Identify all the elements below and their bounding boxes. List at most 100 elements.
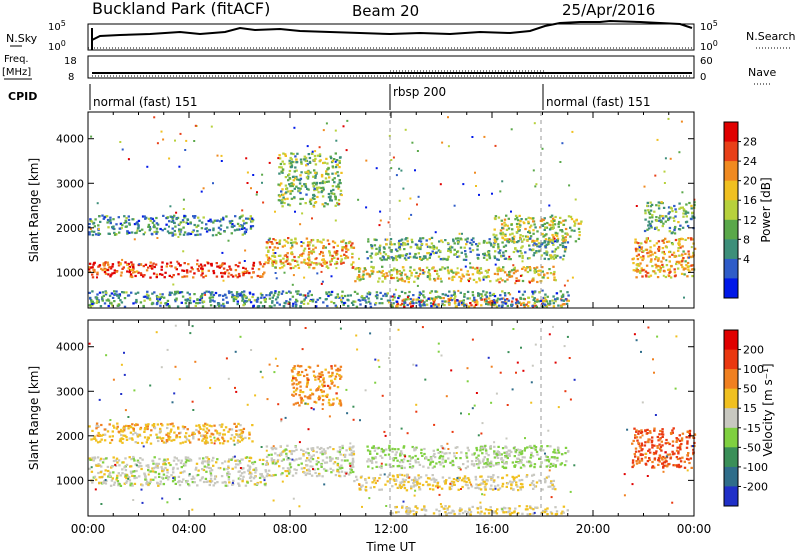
velocity-cell: [490, 484, 493, 487]
power-cell: [391, 304, 394, 307]
power-cell: [510, 223, 513, 226]
power-cell: [502, 251, 505, 254]
power-cell: [283, 238, 286, 242]
power-cell: [465, 273, 469, 276]
velocity-cell: [491, 476, 494, 479]
power-cell: [496, 299, 499, 302]
power-cell: [111, 272, 114, 275]
power-cell: [385, 294, 388, 298]
power-cell: [284, 260, 287, 263]
power-cell: [454, 295, 457, 298]
power-cell: [380, 258, 383, 262]
velocity-cell: [300, 467, 304, 470]
velocity-cell: [294, 389, 298, 392]
power-cell: [518, 255, 521, 258]
power-cell: [289, 291, 292, 294]
power-cell: [183, 231, 187, 234]
velocity-cell: [311, 465, 314, 468]
velocity-cell: [208, 480, 212, 483]
power-cell: [662, 206, 666, 209]
velocity-cell: [104, 457, 108, 460]
power-cell: [661, 251, 664, 254]
power-cell: [552, 273, 555, 276]
velocity-cell: [152, 423, 156, 426]
power-cell: [443, 257, 446, 260]
velocity-cell: [182, 462, 186, 465]
power-cell: [287, 179, 290, 182]
velocity-cell: [306, 402, 310, 406]
power-cell: [303, 183, 306, 186]
power-cell: [667, 218, 670, 222]
power-cell: [509, 233, 512, 236]
power-cell: [546, 295, 549, 298]
velocity-cell: [533, 444, 536, 447]
velocity-cell: [160, 476, 164, 479]
power-cell: [455, 305, 458, 308]
power-cell: [453, 204, 456, 207]
power-cell: [416, 203, 418, 206]
power-cell: [184, 149, 187, 151]
velocity-cell: [159, 427, 162, 430]
velocity-cell: [427, 458, 430, 462]
power-cell: [268, 294, 271, 297]
power-cell: [312, 175, 315, 178]
power-cell: [390, 167, 393, 170]
power-cell: [234, 295, 238, 298]
power-cell: [388, 246, 391, 249]
power-cell: [292, 302, 295, 305]
power-cell: [517, 240, 520, 243]
velocity-cell: [209, 467, 212, 470]
power-cell: [367, 300, 371, 303]
velocity-cell: [544, 481, 547, 484]
power-cell: [183, 275, 186, 278]
velocity-cell: [329, 467, 332, 470]
power-cell: [295, 158, 298, 161]
power-cell: [392, 276, 395, 280]
power-cell: [495, 279, 498, 282]
power-cell: [543, 296, 546, 299]
velocity-cell: [270, 459, 274, 462]
power-cell: [125, 221, 128, 224]
velocity-cell: [158, 431, 162, 434]
velocity-cell: [335, 457, 338, 460]
velocity-cell: [478, 459, 481, 462]
velocity-cell: [470, 485, 474, 488]
power-cell: [690, 204, 693, 207]
power-cell: [263, 263, 266, 266]
power-cell: [398, 278, 402, 281]
power-cell: [320, 282, 323, 285]
velocity-cell: [89, 458, 92, 461]
power-cell: [175, 217, 178, 221]
velocity-cell: [191, 433, 194, 436]
power-cell: [212, 182, 214, 185]
power-cell: [563, 303, 566, 306]
power-cell: [686, 275, 689, 278]
power-cell: [251, 218, 255, 222]
velocity-cell: [341, 466, 344, 469]
power-cell: [292, 179, 295, 182]
power-cell: [687, 268, 690, 271]
power-cell: [478, 279, 482, 282]
velocity-cell: [117, 484, 120, 487]
power-cell: [231, 223, 234, 226]
nave-label: Nave: [748, 66, 776, 79]
power-cell: [351, 256, 354, 259]
velocity-cell: [443, 452, 446, 455]
power-cell: [300, 254, 304, 257]
power-cell: [303, 276, 306, 279]
power-cell: [343, 253, 346, 256]
power-cell: [157, 296, 160, 299]
power-cell: [325, 172, 328, 175]
power-cell: [664, 157, 667, 160]
velocity-cell: [355, 478, 359, 481]
power-cell: [261, 275, 264, 278]
power-cell: [296, 260, 299, 263]
power-cell: [365, 159, 368, 162]
power-cell: [113, 269, 116, 272]
power-cell: [306, 145, 309, 148]
power-cell: [562, 240, 565, 243]
velocity-cell: [545, 459, 549, 462]
power-cell: [183, 262, 186, 265]
velocity-cell: [311, 458, 315, 461]
power-cell: [306, 163, 309, 166]
